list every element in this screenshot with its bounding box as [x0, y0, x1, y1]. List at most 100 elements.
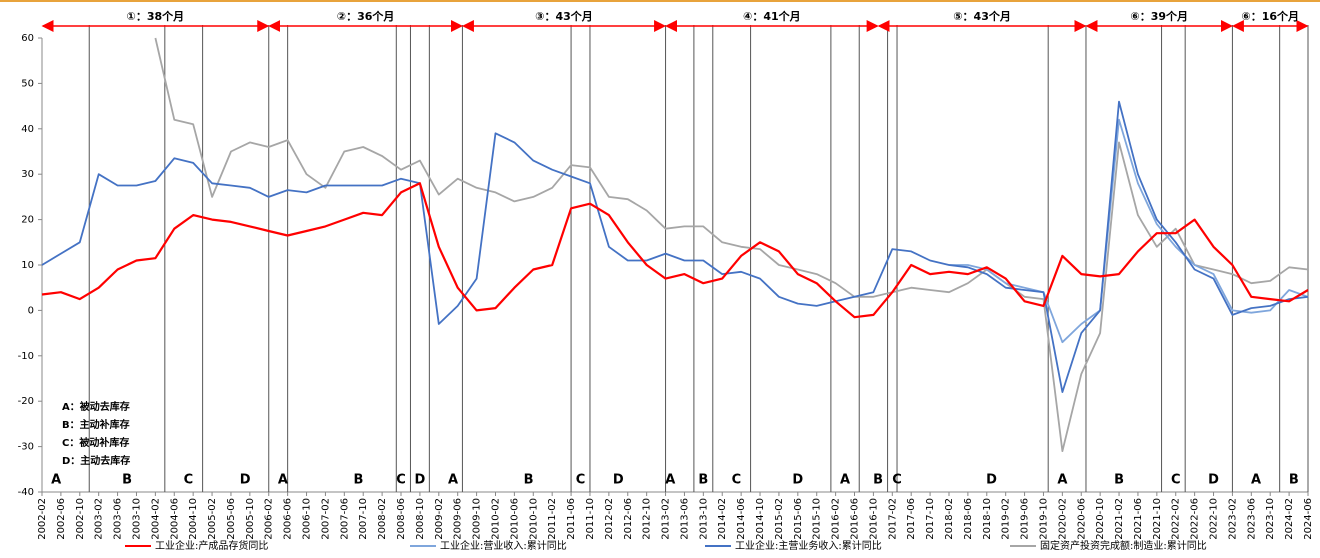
x-tick-label: 2009-10 [472, 498, 483, 540]
phase-label: A [448, 473, 458, 488]
x-tick-label: 2004-10 [188, 498, 199, 540]
phase-label: B [524, 473, 534, 488]
legend-label: 工业企业:产成品存货同比 [155, 539, 268, 552]
x-tick-label: 2023-06 [1246, 498, 1257, 540]
x-tick-label: 2006-06 [283, 498, 294, 540]
x-tick-label: 2018-02 [944, 498, 955, 540]
x-tick-label: 2012-06 [623, 498, 634, 540]
x-tick-label: 2015-10 [812, 498, 823, 540]
y-tick-label: 40 [21, 124, 34, 135]
x-tick-label: 2008-10 [415, 498, 426, 540]
x-tick-label: 2024-02 [1284, 498, 1295, 540]
x-tick-label: 2008-02 [377, 498, 388, 540]
x-tick-label: 2009-06 [453, 498, 464, 540]
cycle-label: ⑤：43个月 [953, 9, 1011, 23]
phase-label: D [986, 473, 997, 488]
x-tick-label: 2022-06 [1190, 498, 1201, 540]
x-tick-label: 2015-06 [793, 498, 804, 540]
x-tick-label: 2013-10 [698, 498, 709, 540]
x-tick-label: 2005-06 [226, 498, 237, 540]
x-tick-label: 2002-02 [37, 498, 48, 540]
phase-label: D [792, 473, 803, 488]
y-tick-label: 30 [21, 169, 34, 180]
phase-label: A [1057, 473, 1067, 488]
x-tick-label: 2007-02 [320, 498, 331, 540]
x-tick-label: 2005-02 [207, 498, 218, 540]
legend-label: 工业企业:营业收入:累计同比 [440, 539, 567, 552]
phase-label: C [892, 473, 902, 488]
note: D：主动去库存 [62, 454, 130, 467]
phase-label: A [51, 473, 61, 488]
x-tick-label: 2016-10 [868, 498, 879, 540]
note: A：被动去库存 [62, 400, 130, 413]
y-tick-label: 0 [28, 305, 34, 316]
series-line [949, 118, 1309, 344]
phase-label: D [1208, 473, 1219, 488]
phase-label: C [576, 473, 586, 488]
phase-label: A [840, 473, 850, 488]
cycle-label: ③：43个月 [535, 9, 593, 23]
x-tick-label: 2003-10 [131, 498, 142, 540]
phase-label: D [613, 473, 624, 488]
x-tick-label: 2018-06 [963, 498, 974, 540]
x-tick-label: 2020-02 [1057, 498, 1068, 540]
x-tick-label: 2017-06 [906, 498, 917, 540]
x-tick-label: 2017-02 [887, 498, 898, 540]
x-tick-label: 2013-02 [661, 498, 672, 540]
x-tick-label: 2021-06 [1133, 498, 1144, 540]
note: B：主动补库存 [62, 418, 130, 431]
x-tick-label: 2007-10 [358, 498, 369, 540]
phase-label: C [1171, 473, 1181, 488]
x-tick-label: 2009-02 [434, 498, 445, 540]
x-tick-label: 2011-10 [585, 498, 596, 540]
x-tick-label: 2002-06 [56, 498, 67, 540]
phase-label: D [415, 473, 426, 488]
y-tick-label: -30 [18, 442, 34, 453]
phase-label: B [1114, 473, 1124, 488]
x-tick-label: 2012-02 [604, 498, 615, 540]
phase-label: B [122, 473, 132, 488]
cycle-label: ②：36个月 [337, 9, 395, 23]
phase-label: B [873, 473, 883, 488]
x-tick-label: 2006-02 [264, 498, 275, 540]
x-tick-label: 2020-06 [1076, 498, 1087, 540]
x-tick-label: 2018-10 [982, 498, 993, 540]
series-line [41, 100, 1309, 393]
phase-label: B [698, 473, 708, 488]
y-tick-label: -40 [18, 487, 34, 498]
x-tick-label: 2005-10 [245, 498, 256, 540]
series-line [154, 37, 1309, 452]
cycle-label: ⑥：39个月 [1130, 9, 1188, 23]
phase-label: B [354, 473, 364, 488]
x-tick-label: 2017-10 [925, 498, 936, 540]
y-tick-label: -20 [18, 396, 34, 407]
x-tick-label: 2010-10 [528, 498, 539, 540]
x-tick-label: 2007-06 [339, 498, 350, 540]
x-tick-label: 2014-10 [755, 498, 766, 540]
x-tick-label: 2024-06 [1303, 498, 1314, 540]
x-tick-label: 2011-02 [547, 498, 558, 540]
x-tick-label: 2022-02 [1171, 498, 1182, 540]
x-tick-label: 2019-02 [1001, 498, 1012, 540]
y-tick-label: -10 [18, 351, 34, 362]
x-tick-label: 2016-02 [831, 498, 842, 540]
cycle-label: ④：41个月 [743, 9, 801, 23]
phase-label: A [1251, 473, 1261, 488]
cycle-label: ①：38个月 [127, 9, 185, 23]
x-tick-label: 2003-02 [94, 498, 105, 540]
phase-label: C [184, 473, 194, 488]
x-tick-label: 2002-10 [75, 498, 86, 540]
phase-label: A [665, 473, 675, 488]
x-tick-label: 2008-06 [396, 498, 407, 540]
phase-label: D [240, 473, 251, 488]
x-tick-label: 2019-10 [1038, 498, 1049, 540]
x-tick-label: 2021-10 [1152, 498, 1163, 540]
x-tick-label: 2004-02 [150, 498, 161, 540]
x-tick-label: 2012-10 [642, 498, 653, 540]
x-tick-label: 2010-02 [490, 498, 501, 540]
phase-label: C [396, 473, 406, 488]
legend-label: 固定资产投资完成额:制造业:累计同比 [1040, 539, 1207, 552]
x-tick-label: 2011-06 [566, 498, 577, 540]
x-tick-label: 2019-06 [1020, 498, 1031, 540]
